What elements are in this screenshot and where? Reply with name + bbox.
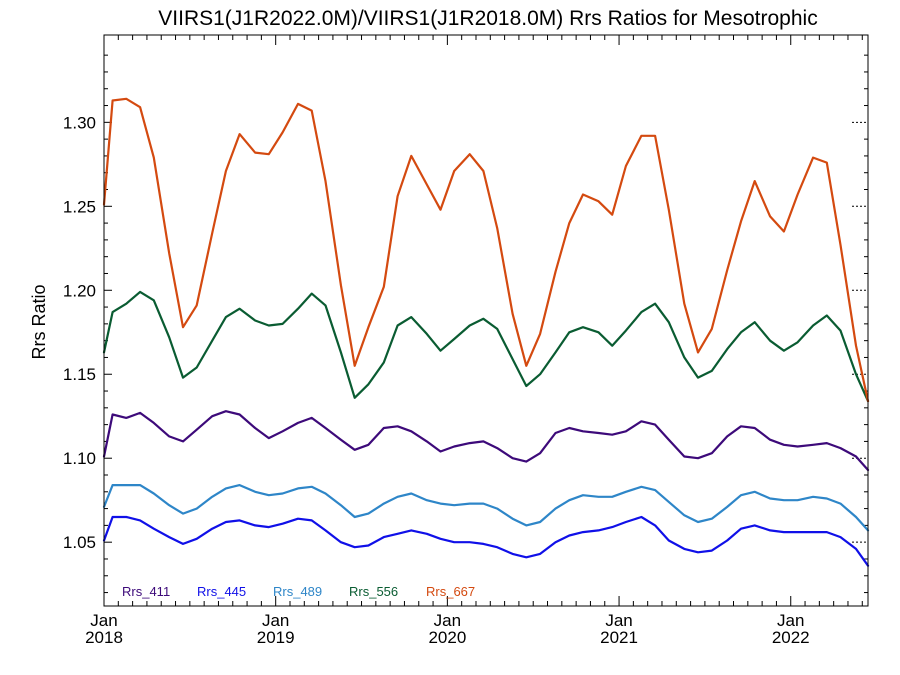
x-tick-month-label: Jan <box>434 611 461 630</box>
legend: Rrs_411 Rrs_445 Rrs_489 Rrs_556 Rrs_667 <box>122 584 475 599</box>
axis-ticks: 1.051.101.151.201.251.30Jan2018Jan2019Ja… <box>63 35 868 647</box>
y-axis-title: Rrs Ratio <box>29 284 49 359</box>
x-tick-month-label: Jan <box>90 611 117 630</box>
series-line-rrs-411 <box>102 410 870 472</box>
legend-item-rrs-411: Rrs_411 <box>122 584 170 599</box>
x-tick-year-label: 2022 <box>772 628 810 647</box>
x-tick-year-label: 2018 <box>85 628 123 647</box>
x-tick-month-label: Jan <box>777 611 804 630</box>
x-tick-month-label: Jan <box>262 611 289 630</box>
x-tick-year-label: 2020 <box>428 628 466 647</box>
legend-item-rrs-445: Rrs_445 <box>197 584 246 599</box>
series-layer <box>102 97 870 567</box>
x-tick-month-label: Jan <box>605 611 632 630</box>
chart-title: VIIRS1(J1R2022.0M)/VIIRS1(J1R2018.0M) Rr… <box>158 7 817 30</box>
y-tick-label: 1.05 <box>63 533 96 552</box>
legend-item-rrs-667: Rrs_667 <box>426 584 475 599</box>
y-tick-label: 1.25 <box>63 197 96 216</box>
series-line-rrs-445 <box>102 515 870 567</box>
legend-item-rrs-556: Rrs_556 <box>349 584 398 599</box>
x-tick-year-label: 2019 <box>257 628 295 647</box>
y-tick-label: 1.15 <box>63 365 96 384</box>
x-tick-year-label: 2021 <box>600 628 638 647</box>
y-tick-label: 1.10 <box>63 449 96 468</box>
y-tick-label: 1.20 <box>63 281 96 300</box>
series-line-rrs-489 <box>102 484 870 532</box>
y-tick-label: 1.30 <box>63 113 96 132</box>
plot-frame <box>103 34 869 607</box>
legend-item-rrs-489: Rrs_489 <box>273 584 322 599</box>
series-line-rrs-556 <box>102 290 870 403</box>
series-line-rrs-667 <box>102 97 870 403</box>
